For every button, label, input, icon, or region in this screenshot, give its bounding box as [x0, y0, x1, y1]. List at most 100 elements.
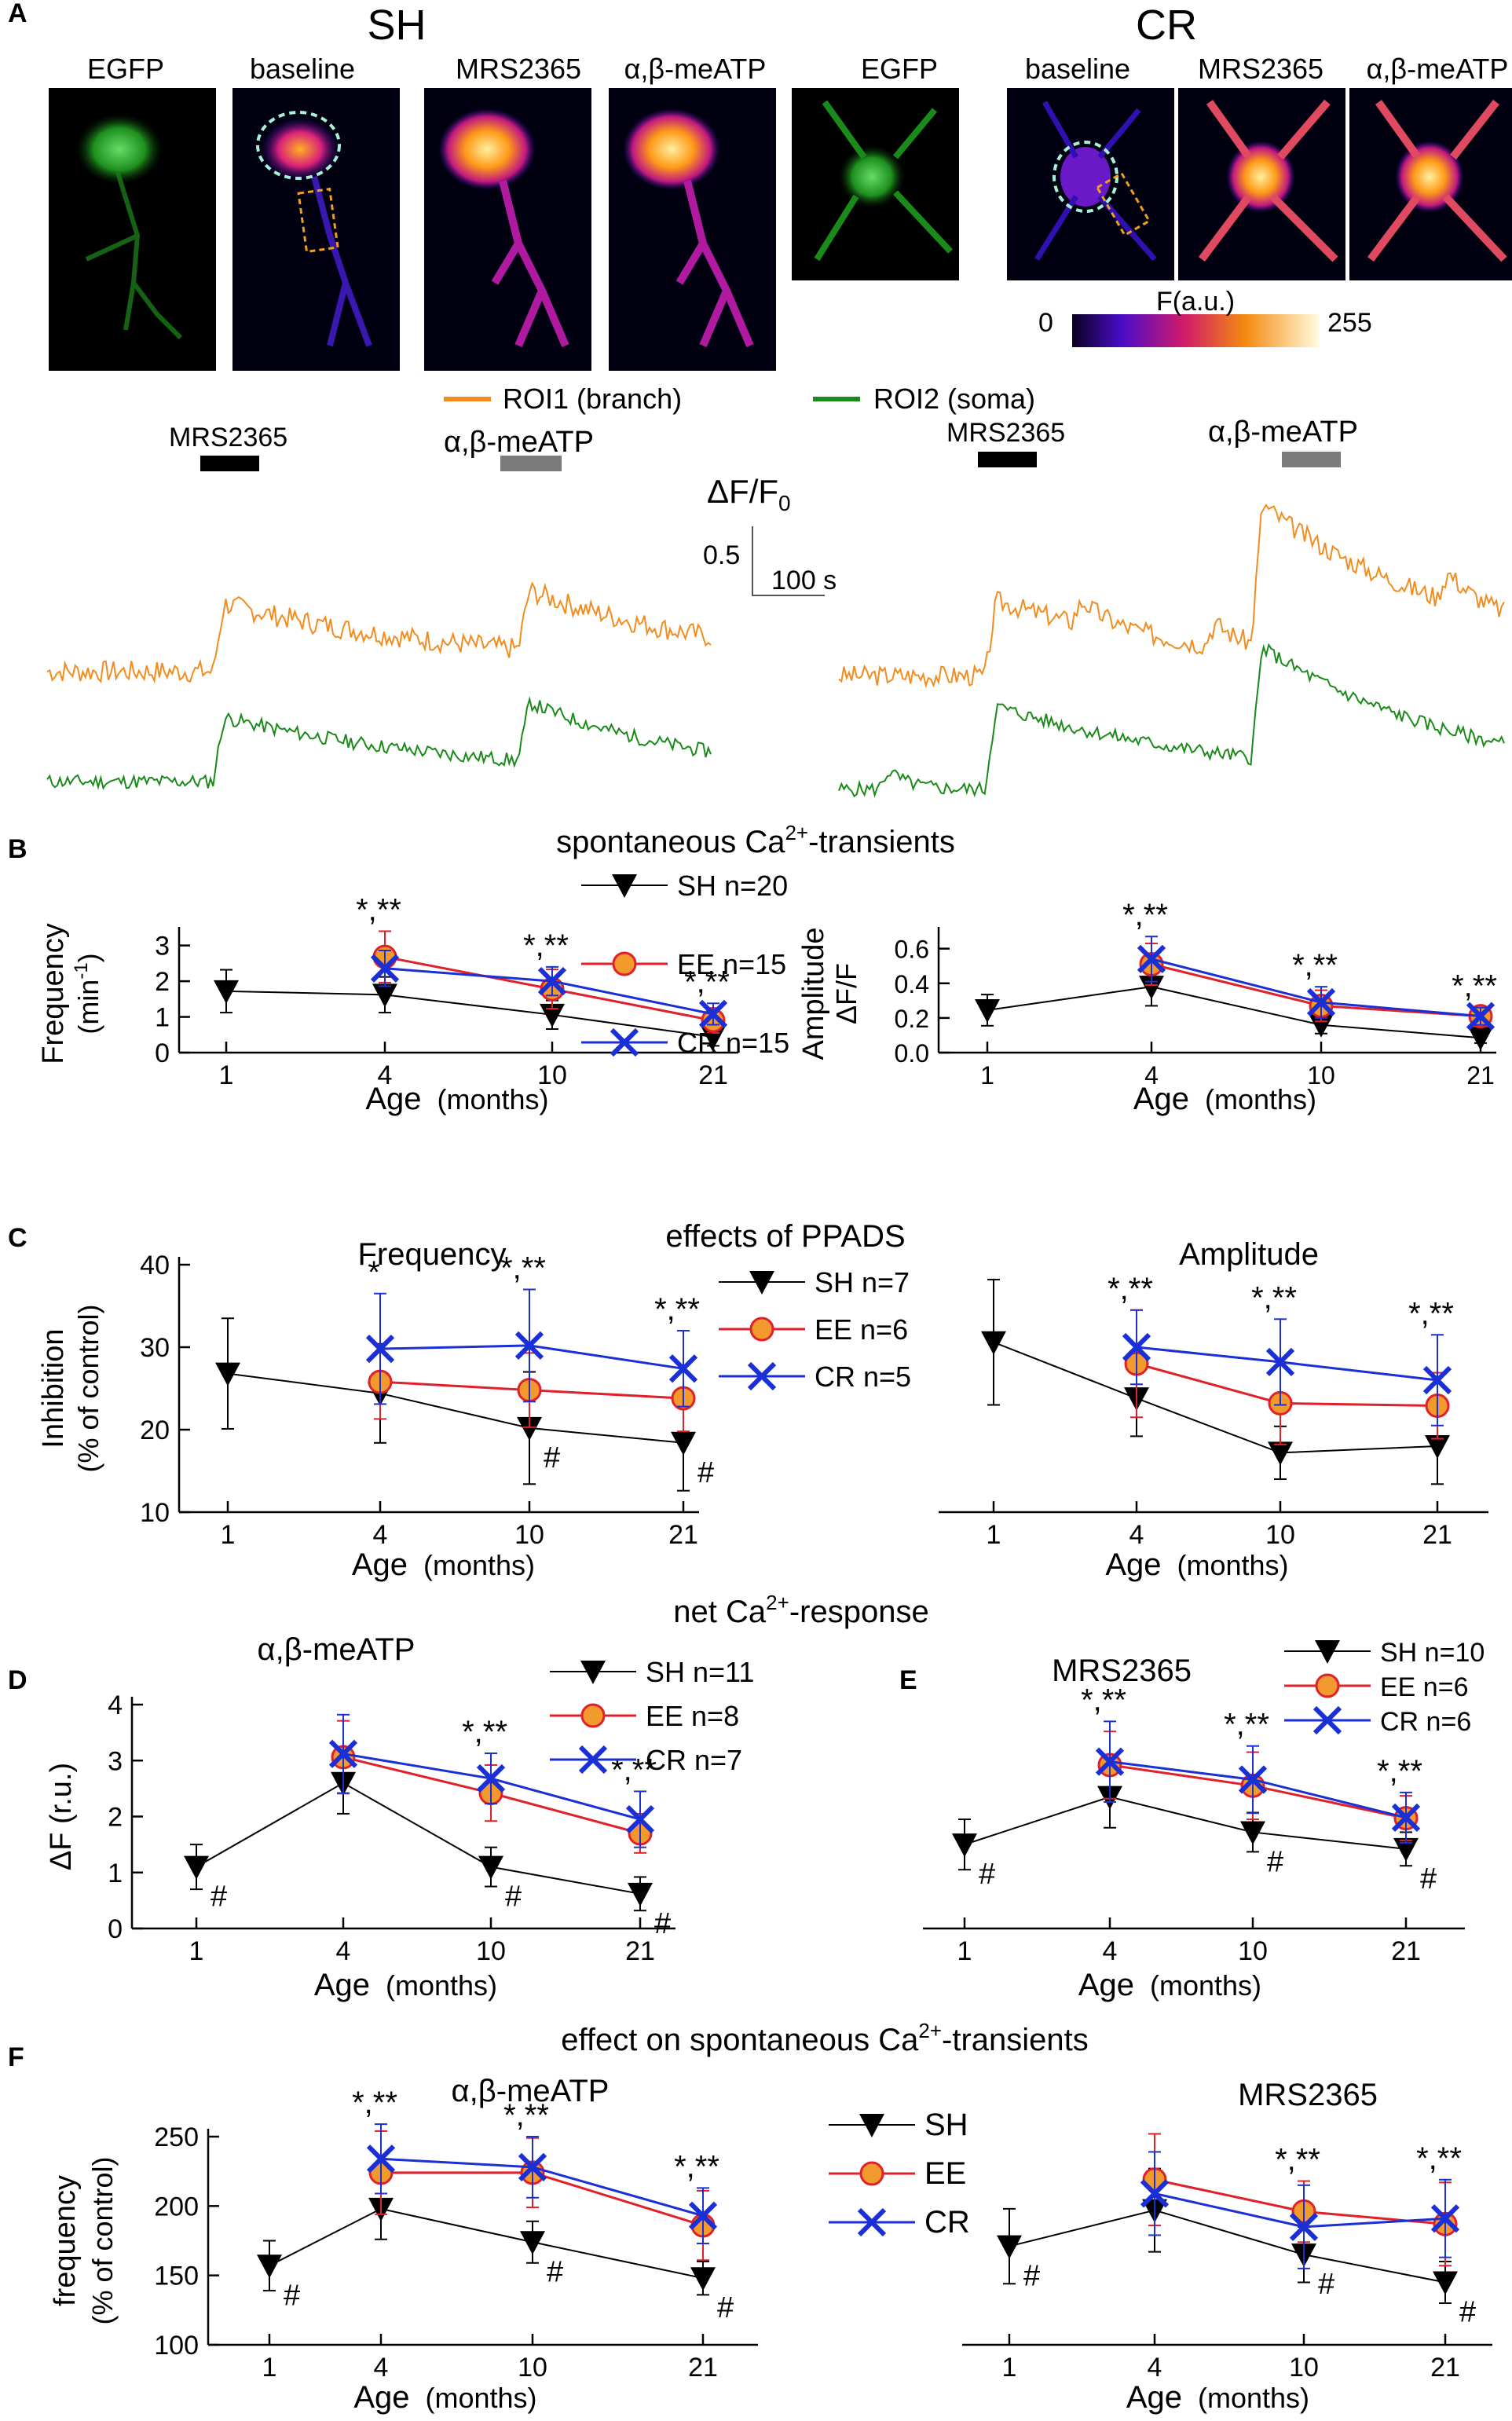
data-point-sh — [1268, 1441, 1293, 1466]
section-title-f: effect on spontaneous Ca2+-transients — [561, 2019, 1089, 2057]
roi-legend: ROI1 (branch) ROI2 (soma) — [444, 383, 1035, 415]
data-point-sh — [1433, 2271, 1458, 2295]
drug-label-ab-cr: α,β-meATP — [1208, 416, 1358, 449]
x-tick-label: 10 — [476, 1936, 506, 1966]
legend-label: SH n=11 — [646, 1656, 754, 1688]
data-point-sh — [478, 1855, 503, 1880]
x-tick-label: 21 — [668, 1520, 698, 1550]
y-tick-label: 2 — [108, 1803, 123, 1833]
legend-c: SH n=7 EE n=6 CR n=5 — [719, 1266, 911, 1393]
series-line — [196, 1782, 641, 1895]
x-axis-label: Age — [365, 1082, 421, 1116]
legend-label: CR n=7 — [646, 1744, 742, 1776]
significance-hash: # — [1459, 2296, 1476, 2329]
image-label-mrs2365: MRS2365 — [1198, 53, 1323, 85]
legend-label: CR n=6 — [1380, 1707, 1471, 1737]
significance-hash: # — [1267, 1845, 1283, 1878]
data-point-cr — [1137, 944, 1166, 974]
data-point-sh — [372, 983, 397, 1008]
chart-c-amp: 1 4 10 21 Age (months) Amplitude *,** *,** *,** — [939, 1237, 1488, 1582]
legend-marker — [612, 951, 637, 976]
panel-a-images — [49, 88, 1512, 371]
data-point-sh — [1309, 1013, 1334, 1038]
y-axis-unit: ΔF/F — [830, 963, 862, 1024]
significance-hash: # — [547, 2255, 563, 2288]
legend-marker — [580, 1661, 606, 1684]
data-point-sh — [628, 1882, 653, 1906]
y-tick-label: 0 — [108, 1914, 123, 1944]
data-point-cr — [476, 1764, 506, 1793]
section-title-b: spontaneous Ca2+-transients — [556, 821, 955, 859]
x-tick-label: 21 — [688, 2353, 718, 2383]
significance-hash: # — [1023, 2260, 1040, 2293]
data-point-sh — [1240, 1821, 1265, 1845]
x-tick-label: 21 — [1422, 1520, 1452, 1550]
significance-hash: # — [697, 1456, 714, 1489]
x-tick-label: 4 — [373, 1520, 388, 1550]
data-point-cr — [1422, 1365, 1452, 1395]
significance-star: *,** — [1122, 898, 1168, 932]
image-label-abmeatp: α,β-meATP — [624, 53, 767, 85]
x-axis-unit: (months) — [423, 1549, 535, 1581]
significance-star: *,** — [1081, 1683, 1126, 1717]
data-point-sh — [184, 1855, 209, 1880]
calcium-traces — [46, 504, 1505, 798]
significance-hash: # — [1318, 2268, 1334, 2301]
section-title-c: effects of PPADS — [665, 1219, 905, 1254]
significance-star: *,** — [523, 928, 569, 963]
legend-b: SH n=20 EE n=15 CR n=15 — [581, 870, 789, 1059]
y-axis-label: Amplitude — [797, 928, 830, 1060]
data-point-cr — [518, 2152, 547, 2181]
x-axis-unit: (months) — [1205, 1083, 1316, 1115]
image-sh-abmeatp — [609, 88, 776, 371]
x-axis-label: Age — [1078, 1968, 1134, 2002]
x-axis-label: Age — [1126, 2380, 1182, 2415]
trace-cr-roi1 — [838, 504, 1505, 689]
drug-label-mrs-cr: MRS2365 — [946, 418, 1065, 448]
image-label-mrs2365: MRS2365 — [456, 53, 581, 85]
y-tick-label: 4 — [108, 1690, 123, 1720]
drug-bar-mrs-cr — [978, 452, 1037, 467]
image-label-row-sh: EGFP baseline MRS2365 α,β-meATP — [87, 53, 766, 85]
image-cr-baseline — [1007, 88, 1174, 280]
series-cr — [370, 950, 728, 1029]
data-point-sh — [981, 1331, 1006, 1355]
legend-label: SH n=20 — [677, 870, 788, 902]
significance-star: *,** — [462, 1715, 507, 1749]
y-tick-label: 150 — [154, 2262, 199, 2291]
panel-letter-a: A — [8, 0, 27, 28]
significance-star: *,** — [1408, 1296, 1454, 1331]
panel-letter-f: F — [8, 2042, 24, 2072]
y-axis-unit: (% of control) — [86, 2156, 119, 2324]
data-point-cr — [698, 999, 728, 1029]
chart-title: Amplitude — [1179, 1237, 1319, 1272]
legend-marker — [1312, 1705, 1342, 1735]
series-sh — [952, 1765, 1419, 1871]
data-point-sh — [1425, 1435, 1450, 1459]
image-sh-baseline — [232, 88, 400, 371]
legend-label: CR — [924, 2205, 970, 2240]
scale-bar-y-title: ΔF/F0 — [707, 473, 791, 515]
y-tick-label: 200 — [154, 2192, 199, 2221]
chart-c-freq: 10 20 30 40 1 4 10 21 Age (months) Frequency Inhibi… — [37, 1237, 714, 1582]
data-point-cr — [514, 1331, 544, 1361]
y-tick-label: 0.0 — [895, 1039, 929, 1068]
legend-roi2: ROI2 (soma) — [873, 383, 1035, 415]
series-cr — [365, 1288, 698, 1408]
y-tick-label: 0.2 — [895, 1005, 929, 1033]
x-axis-unit: (months) — [426, 2382, 537, 2414]
data-point-sh — [215, 1362, 240, 1386]
legend-f: SH EE CR — [829, 2108, 970, 2240]
significance-star: *,** — [684, 965, 730, 999]
legend-marker — [749, 1317, 774, 1342]
group-title-sh: SH — [367, 2, 426, 49]
data-point-sh — [520, 2231, 545, 2255]
data-point-sh — [975, 998, 1000, 1023]
legend-marker — [1315, 1673, 1340, 1698]
image-label-row-cr: EGFP baseline MRS2365 α,β-meATP — [861, 53, 1508, 85]
legend-label: CR n=5 — [815, 1361, 911, 1393]
legend-label: SH — [924, 2108, 968, 2142]
significance-star: *,** — [1251, 1280, 1297, 1315]
series-ee — [368, 2130, 716, 2262]
